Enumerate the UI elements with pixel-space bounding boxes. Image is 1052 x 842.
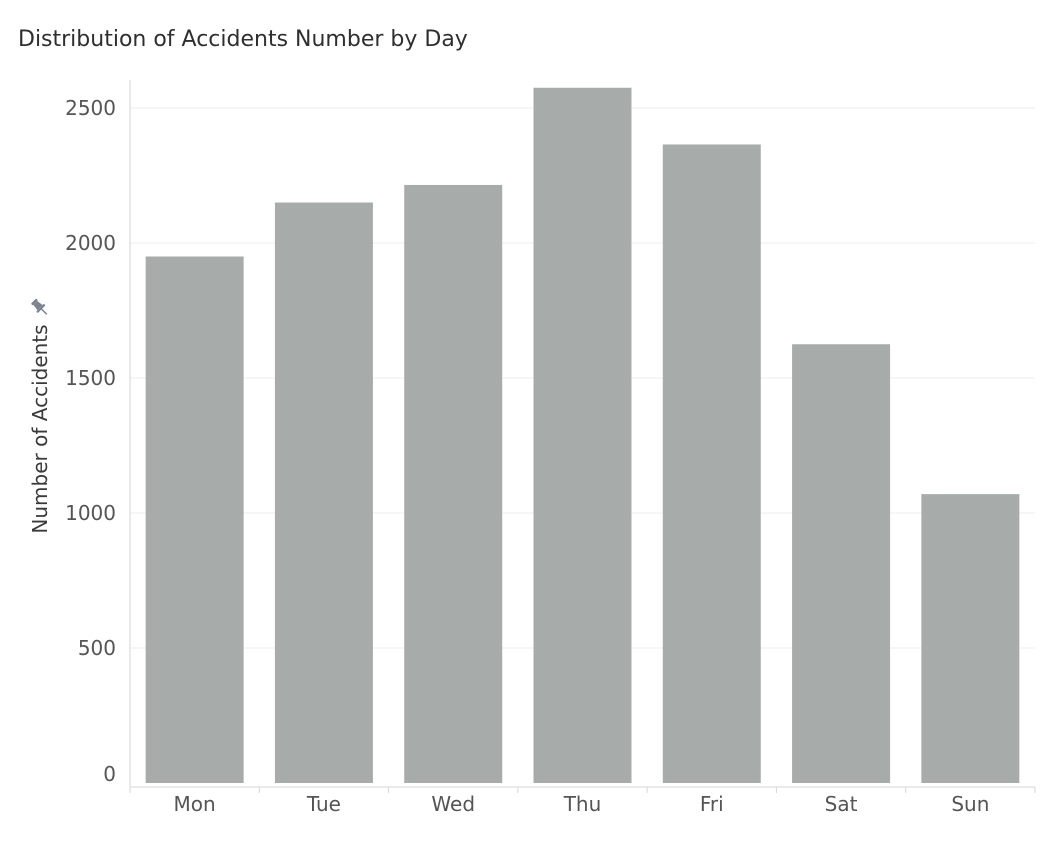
bar-sat[interactable] bbox=[792, 344, 891, 783]
y-tick-labels: 0 500 1000 1500 2000 2500 bbox=[65, 96, 116, 786]
x-tick-label: Sun bbox=[951, 792, 989, 816]
y-axis-label: Number of Accidents bbox=[28, 324, 52, 534]
x-tick-label: Fri bbox=[700, 792, 724, 816]
y-tick-label: 1000 bbox=[65, 501, 116, 525]
bar-tue[interactable] bbox=[274, 202, 373, 784]
y-tick-label: 1500 bbox=[65, 366, 116, 390]
x-tick-label: Sat bbox=[825, 792, 858, 816]
x-tick-label: Tue bbox=[306, 792, 341, 816]
bar-thu[interactable] bbox=[533, 87, 632, 783]
y-axis-title: Number of Accidents bbox=[28, 296, 52, 534]
x-tick-label: Thu bbox=[563, 792, 602, 816]
y-tick-label: 500 bbox=[78, 636, 116, 660]
bar-sun[interactable] bbox=[921, 494, 1020, 783]
x-tick-labels: Mon Tue Wed Thu Fri Sat Sun bbox=[174, 792, 990, 816]
x-tick-label: Wed bbox=[431, 792, 475, 816]
chart-title: Distribution of Accidents Number by Day bbox=[18, 27, 468, 52]
pin-icon[interactable] bbox=[29, 296, 51, 318]
bar-mon[interactable] bbox=[145, 256, 244, 784]
y-tick-label: 0 bbox=[103, 762, 116, 786]
axes bbox=[129, 80, 1036, 793]
bar-fri[interactable] bbox=[662, 144, 761, 783]
y-tick-label: 2000 bbox=[65, 231, 116, 255]
bars bbox=[145, 87, 1020, 784]
bar-wed[interactable] bbox=[404, 184, 503, 783]
y-tick-label: 2500 bbox=[65, 96, 116, 120]
x-tick-label: Mon bbox=[174, 792, 216, 816]
